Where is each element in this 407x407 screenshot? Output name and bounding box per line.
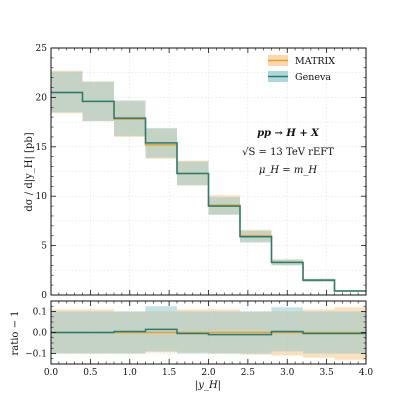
x-tick-label: 4.0 xyxy=(359,368,374,378)
main-y-tick-label: 10 xyxy=(36,192,48,202)
ratio-y-tick-label: 0.1 xyxy=(33,308,47,318)
x-tick-label: 0.5 xyxy=(83,368,98,378)
x-tick-label: 1.5 xyxy=(162,368,177,378)
x-axis-title: |y_H| xyxy=(195,380,221,391)
ratio-y-tick-labels: −0.1 0.0 0.1 xyxy=(25,308,47,360)
x-tick-label: 2.0 xyxy=(201,368,216,378)
ratio-y-axis-title: ratio − 1 xyxy=(10,310,21,355)
ratio-panel: −0.1 0.0 0.1 0.0 0.5 1.0 1.5 2.0 2.5 3.0… xyxy=(10,300,374,391)
process-annotation: pp → H + X √S = 13 TeV rEFT μ_H = m_H xyxy=(242,128,334,176)
x-tick-label: 1.0 xyxy=(123,368,138,378)
annotation-process: pp → H + X xyxy=(257,128,320,139)
main-y-tick-label: 0 xyxy=(41,291,47,301)
ratio-ticks xyxy=(50,300,367,365)
legend-label-geneva: Geneva xyxy=(295,72,331,83)
main-panel: 0 5 10 15 20 25 dσ / d|y_H| [pb] MATRIX … xyxy=(24,44,367,301)
main-y-tick-label: 15 xyxy=(36,143,48,153)
legend-label-matrix: MATRIX xyxy=(295,56,335,67)
annotation-energy: √S = 13 TeV rEFT xyxy=(242,147,334,158)
x-tick-label: 3.5 xyxy=(319,368,334,378)
ratio-line-geneva xyxy=(51,328,366,336)
ratio-band-geneva xyxy=(271,307,303,352)
x-tick-labels: 0.0 0.5 1.0 1.5 2.0 2.5 3.0 3.5 4.0 xyxy=(44,368,374,378)
main-y-tick-label: 5 xyxy=(41,242,47,252)
ratio-y-tick-label: 0.0 xyxy=(33,329,48,339)
legend: MATRIX Geneva xyxy=(268,55,335,83)
main-y-tick-labels: 0 5 10 15 20 25 xyxy=(36,44,48,301)
ratio-series-lines xyxy=(51,328,366,336)
x-tick-label: 2.5 xyxy=(241,368,256,378)
main-ticks xyxy=(50,47,367,296)
x-tick-label: 0.0 xyxy=(44,368,59,378)
annotation-scale: μ_H = m_H xyxy=(259,165,317,176)
main-y-tick-label: 20 xyxy=(36,93,48,103)
main-y-axis-title: dσ / d|y_H| [pb] xyxy=(24,132,35,211)
main-y-tick-label: 25 xyxy=(36,44,48,54)
main-line-geneva xyxy=(51,91,366,292)
ratio-y-tick-label: −0.1 xyxy=(25,350,47,360)
x-tick-label: 3.0 xyxy=(280,368,295,378)
main-series-lines xyxy=(51,91,366,292)
